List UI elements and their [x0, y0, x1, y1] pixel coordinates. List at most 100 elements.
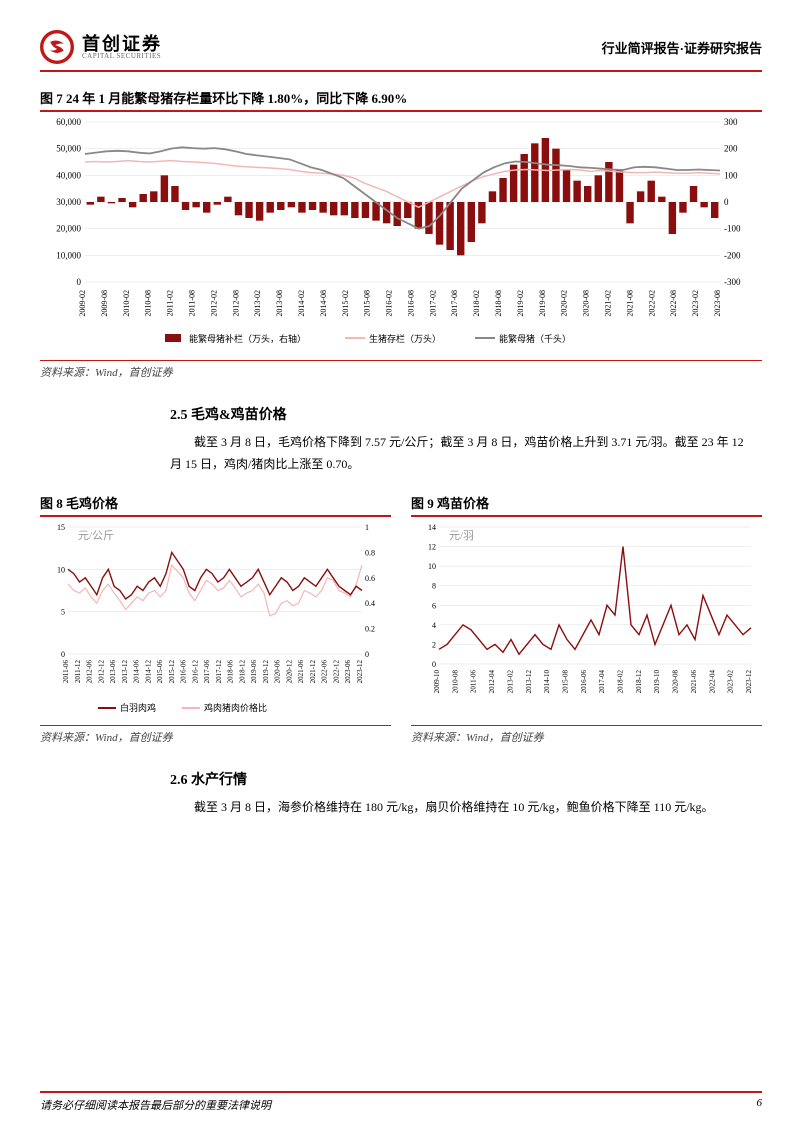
- svg-text:5: 5: [61, 608, 65, 617]
- svg-text:2013-12: 2013-12: [121, 660, 129, 684]
- svg-text:2016-12: 2016-12: [191, 660, 199, 684]
- svg-text:2016-02: 2016-02: [385, 290, 394, 317]
- section-25-text: 截至 3 月 8 日，毛鸡价格下降到 7.57 元/公斤；截至 3 月 8 日，…: [170, 432, 752, 475]
- svg-text:2021-06: 2021-06: [690, 670, 698, 694]
- svg-text:2012-02: 2012-02: [209, 290, 218, 317]
- svg-text:2012-12: 2012-12: [97, 660, 105, 684]
- fig7-title: 图 7 24 年 1 月能繁母猪存栏量环比下降 1.80%，同比下降 6.90%: [40, 88, 762, 112]
- svg-text:2019-06: 2019-06: [250, 660, 258, 684]
- svg-text:2013-08: 2013-08: [275, 290, 284, 317]
- svg-text:0: 0: [724, 197, 729, 207]
- svg-text:2023-12: 2023-12: [356, 660, 364, 684]
- svg-text:2023-06: 2023-06: [344, 660, 352, 684]
- fig9-chart: 02468101214元/羽2009-102010-082011-062012-…: [411, 519, 761, 719]
- svg-text:2017-02: 2017-02: [428, 290, 437, 317]
- svg-text:2011-12: 2011-12: [74, 660, 82, 684]
- svg-text:2021-12: 2021-12: [309, 660, 317, 684]
- svg-text:2010-08: 2010-08: [144, 290, 153, 317]
- svg-text:2012-04: 2012-04: [488, 670, 496, 694]
- header-category: 行业简评报告·证券研究报告: [602, 38, 762, 57]
- svg-text:2018-12: 2018-12: [635, 670, 643, 694]
- svg-text:0.2: 0.2: [365, 625, 375, 634]
- svg-text:2015-02: 2015-02: [341, 290, 350, 317]
- logo-text-en: CAPITAL SECURITIES: [82, 53, 162, 60]
- svg-text:2023-08: 2023-08: [713, 290, 722, 317]
- svg-text:2019-12: 2019-12: [262, 660, 270, 684]
- svg-text:2020-08: 2020-08: [582, 290, 591, 317]
- section-26-text: 截至 3 月 8 日，海参价格维持在 180 元/kg，扇贝价格维持在 10 元…: [170, 797, 752, 819]
- svg-text:200: 200: [724, 144, 738, 154]
- svg-text:2022-02: 2022-02: [647, 290, 656, 317]
- svg-text:0.6: 0.6: [365, 574, 375, 583]
- svg-text:2021-06: 2021-06: [297, 660, 305, 684]
- svg-text:0: 0: [61, 650, 65, 659]
- svg-text:15: 15: [57, 523, 65, 532]
- svg-text:2015-12: 2015-12: [168, 660, 176, 684]
- svg-text:14: 14: [428, 523, 436, 532]
- svg-text:-200: -200: [724, 250, 741, 260]
- svg-text:0: 0: [77, 277, 82, 287]
- footer: 请务必仔细阅读本报告最后部分的重要法律说明 6: [40, 1091, 762, 1113]
- svg-text:2019-10: 2019-10: [653, 670, 661, 694]
- svg-text:2015-08: 2015-08: [363, 290, 372, 317]
- svg-text:0: 0: [432, 660, 436, 669]
- svg-text:2017-04: 2017-04: [598, 670, 606, 694]
- svg-text:2011-02: 2011-02: [166, 290, 175, 316]
- svg-text:40,000: 40,000: [56, 170, 81, 180]
- svg-text:2022-08: 2022-08: [669, 290, 678, 317]
- logo-text-cn: 首创证券: [82, 35, 162, 53]
- svg-text:-300: -300: [724, 277, 741, 287]
- section-26-title: 2.6 水产行情: [170, 769, 762, 789]
- svg-text:30,000: 30,000: [56, 197, 81, 207]
- svg-text:元/公斤: 元/公斤: [78, 529, 114, 542]
- svg-text:2012-08: 2012-08: [231, 290, 240, 317]
- svg-text:2017-08: 2017-08: [450, 290, 459, 317]
- footer-disclaimer: 请务必仔细阅读本报告最后部分的重要法律说明: [40, 1097, 271, 1113]
- svg-text:2013-06: 2013-06: [109, 660, 117, 684]
- svg-text:2012-06: 2012-06: [86, 660, 94, 684]
- svg-text:2014-06: 2014-06: [133, 660, 141, 684]
- logo: 首创证券 CAPITAL SECURITIES: [40, 30, 162, 64]
- svg-text:能繁母猪（千头）: 能繁母猪（千头）: [499, 333, 571, 344]
- svg-text:白羽肉鸡: 白羽肉鸡: [120, 702, 156, 713]
- svg-text:2023-12: 2023-12: [745, 670, 753, 694]
- svg-text:2015-08: 2015-08: [561, 670, 569, 694]
- svg-text:2015-06: 2015-06: [156, 660, 164, 684]
- svg-text:2: 2: [432, 641, 436, 650]
- svg-text:2013-12: 2013-12: [525, 670, 533, 694]
- svg-text:2019-02: 2019-02: [516, 290, 525, 317]
- svg-text:2014-10: 2014-10: [543, 670, 551, 694]
- svg-text:0.4: 0.4: [365, 599, 375, 608]
- svg-text:4: 4: [432, 621, 436, 630]
- svg-text:2011-06: 2011-06: [62, 660, 70, 684]
- svg-text:2020-08: 2020-08: [672, 670, 680, 694]
- svg-text:2021-08: 2021-08: [625, 290, 634, 317]
- svg-text:6: 6: [432, 601, 436, 610]
- section-25-title: 2.5 毛鸡&鸡苗价格: [170, 404, 762, 424]
- page-number: 6: [757, 1097, 763, 1113]
- svg-text:2018-12: 2018-12: [238, 660, 246, 684]
- svg-text:2018-02: 2018-02: [472, 290, 481, 317]
- svg-text:8: 8: [432, 582, 436, 591]
- svg-text:10: 10: [428, 562, 436, 571]
- svg-text:1: 1: [365, 523, 369, 532]
- fig8-title: 图 8 毛鸡价格: [40, 493, 391, 517]
- svg-text:2016-08: 2016-08: [406, 290, 415, 317]
- svg-text:2011-08: 2011-08: [187, 290, 196, 316]
- svg-text:2009-10: 2009-10: [433, 670, 441, 694]
- fig8-source: 资料来源：Wind，首创证券: [40, 725, 391, 745]
- svg-text:100: 100: [724, 170, 738, 180]
- svg-text:元/羽: 元/羽: [449, 530, 474, 542]
- svg-text:2020-02: 2020-02: [560, 290, 569, 317]
- svg-text:12: 12: [428, 543, 436, 552]
- svg-text:2022-04: 2022-04: [708, 670, 716, 694]
- svg-text:10: 10: [57, 566, 65, 575]
- svg-text:2018-06: 2018-06: [227, 660, 235, 684]
- svg-text:2011-06: 2011-06: [470, 670, 478, 694]
- logo-icon: [40, 30, 74, 64]
- svg-text:2014-12: 2014-12: [144, 660, 152, 684]
- svg-text:2017-06: 2017-06: [203, 660, 211, 684]
- svg-text:2016-06: 2016-06: [580, 670, 588, 694]
- svg-text:2020-12: 2020-12: [285, 660, 293, 684]
- svg-text:2009-02: 2009-02: [78, 290, 87, 317]
